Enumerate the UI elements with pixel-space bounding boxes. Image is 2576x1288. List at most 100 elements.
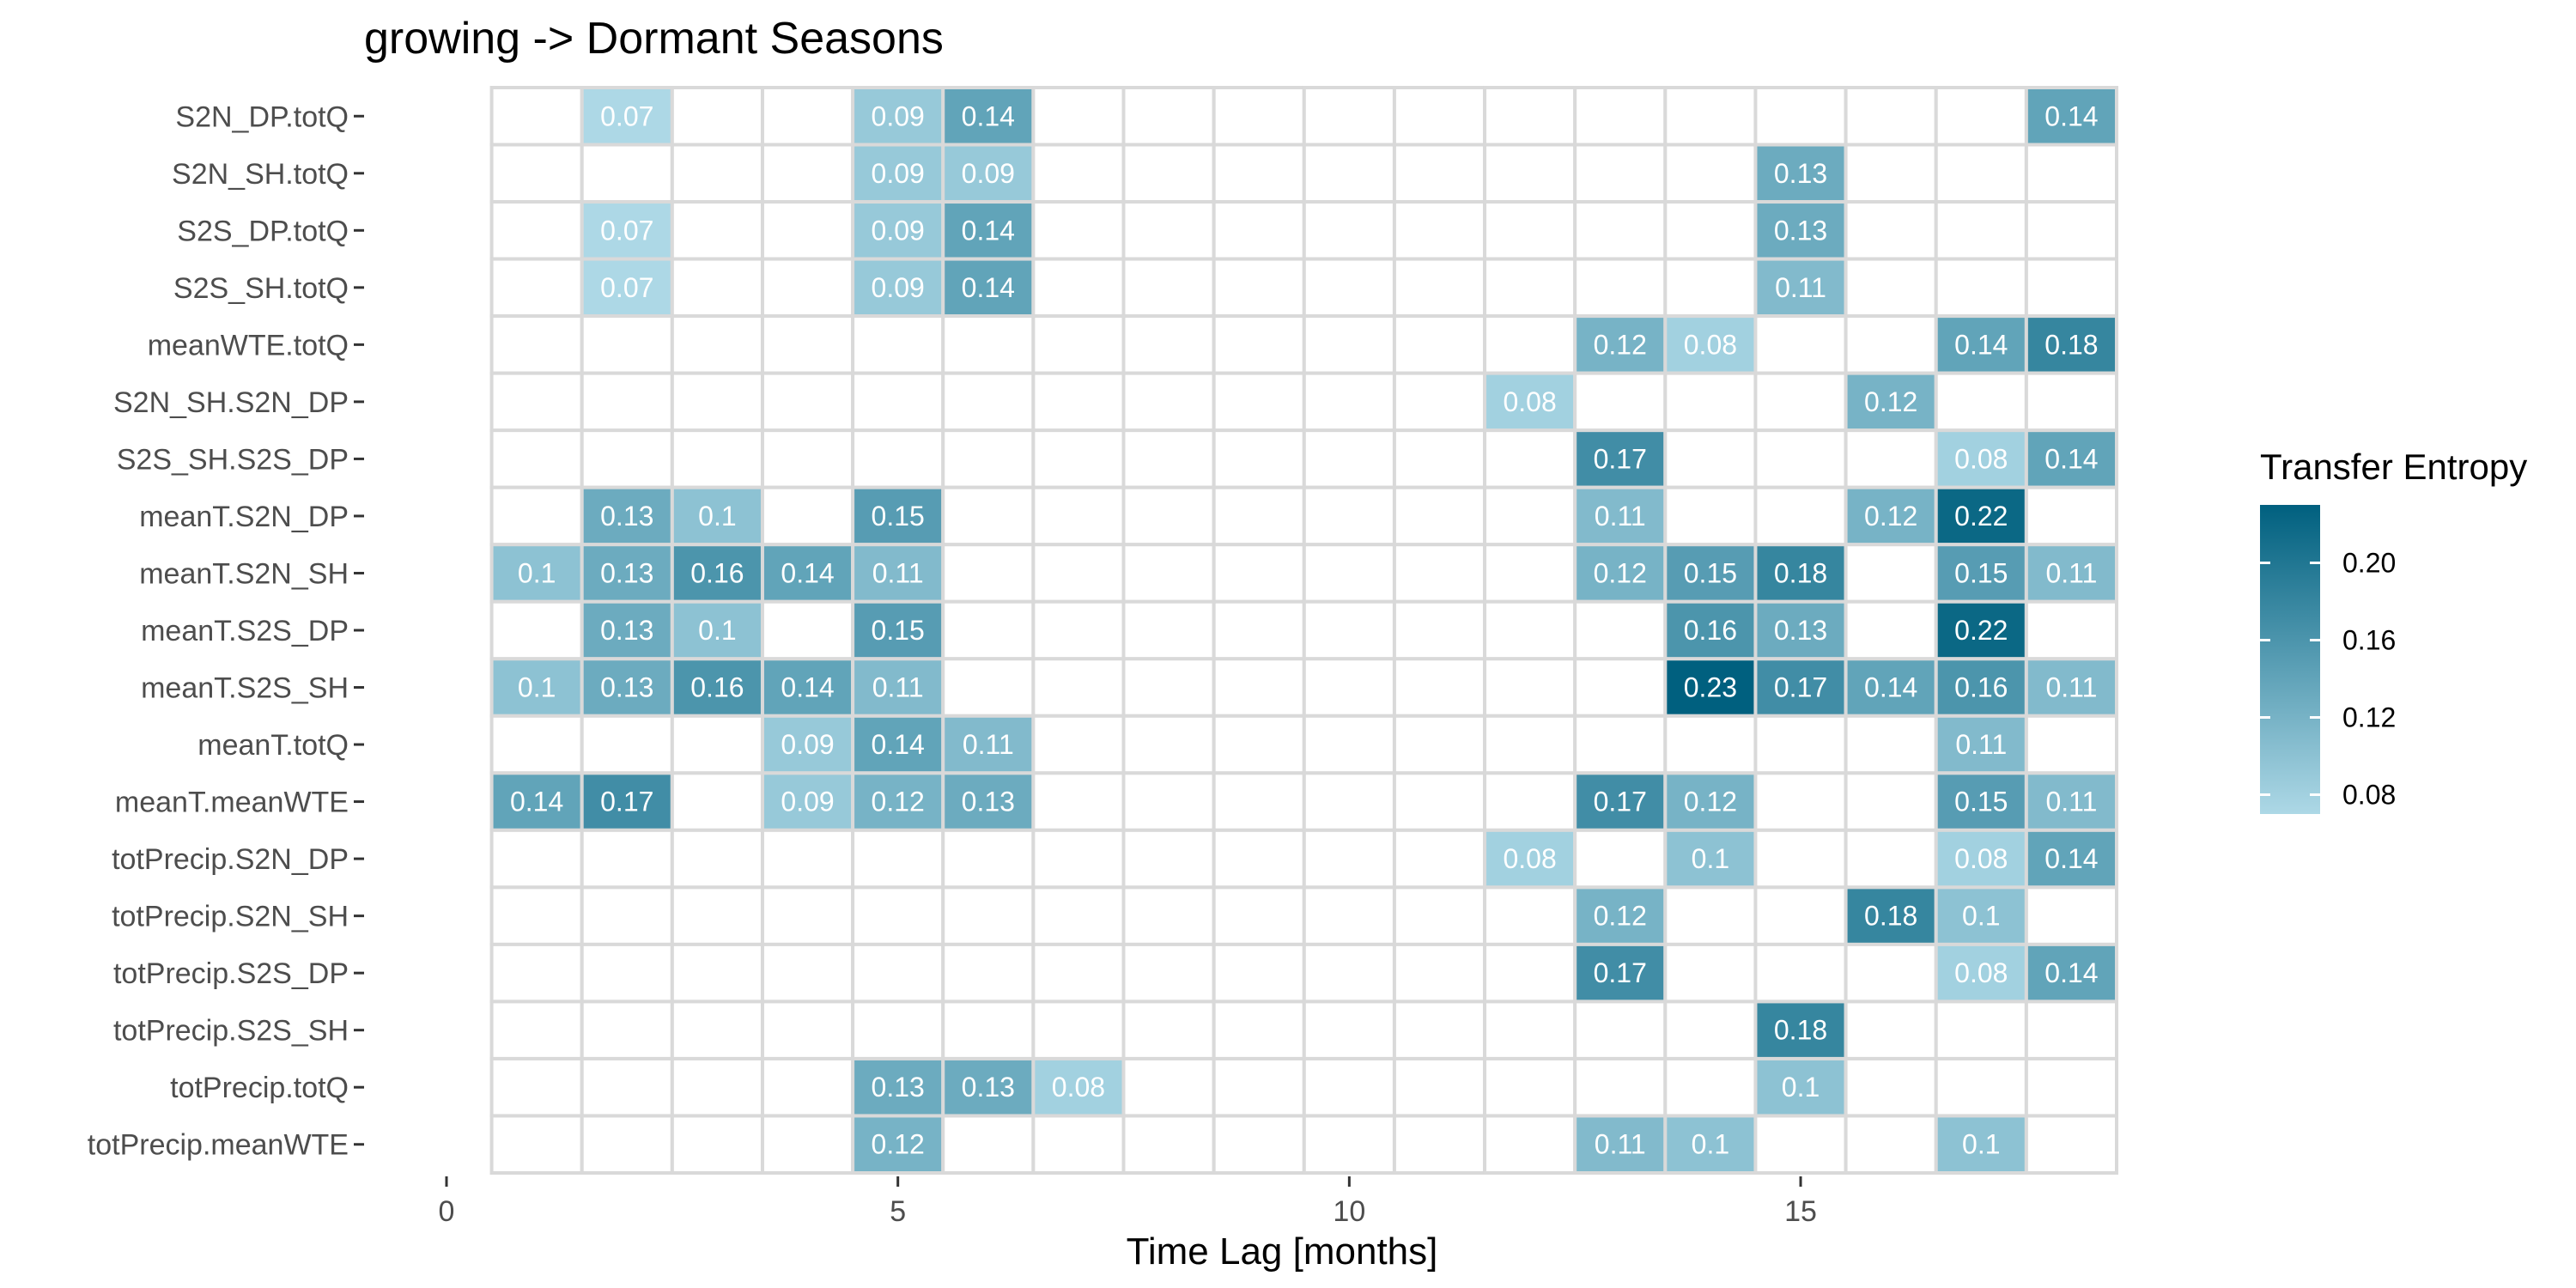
heatmap-cell	[489, 942, 584, 1004]
cell-value-label: 0.16	[1954, 672, 2008, 703]
heatmap-cell	[1663, 257, 1758, 319]
cell-value-label: 0.17	[1594, 957, 1647, 988]
cell-value-label: 0.11	[872, 672, 924, 703]
y-tick-label: S2N_DP.totQ	[175, 100, 349, 133]
cell-value-label: 0.13	[600, 615, 653, 646]
cell-value-label: 0.1	[1782, 1072, 1820, 1103]
heatmap-cell	[1663, 543, 1758, 604]
heatmap-cell	[1934, 657, 2028, 718]
cell-value-label: 0.22	[1954, 615, 2008, 646]
heatmap-cell	[1121, 143, 1216, 204]
cell-value-label: 0.15	[1954, 557, 2008, 588]
heatmap-cell	[941, 485, 1036, 547]
heatmap-cell	[670, 200, 764, 261]
cell-value-label: 0.14	[510, 787, 563, 817]
heatmap-cell	[1392, 942, 1487, 1004]
cell-value-label: 0.12	[1864, 501, 1917, 532]
cell-value-label: 0.1	[698, 615, 736, 646]
heatmap-cell	[1302, 942, 1396, 1004]
y-tick-label: S2N_SH.totQ	[172, 158, 349, 191]
legend-tick-label: 0.08	[2342, 780, 2396, 811]
heatmap-cell	[1934, 1114, 2028, 1175]
heatmap-cell	[1302, 371, 1396, 433]
heatmap-cell	[489, 257, 584, 319]
heatmap-cell	[1753, 314, 1848, 375]
x-tick-label: 15	[1784, 1195, 1817, 1228]
heatmap-cell	[941, 314, 1036, 375]
heatmap-cell	[1392, 86, 1487, 147]
y-tick-label: totPrecip.S2S_SH	[113, 1015, 349, 1048]
heatmap-cell	[1121, 428, 1216, 489]
y-tick-label: S2S_SH.S2S_DP	[117, 443, 349, 476]
heatmap-cell	[760, 200, 855, 261]
heatmap-cell	[1483, 257, 1577, 319]
heatmap-cell	[1844, 428, 1938, 489]
cell-value-label: 0.12	[1594, 329, 1647, 360]
heatmap-cell	[1483, 200, 1577, 261]
heatmap-cell	[941, 942, 1036, 1004]
heatmap-cell	[1392, 885, 1487, 946]
cell-value-label: 0.13	[1774, 615, 1827, 646]
heatmap-cell	[489, 1114, 584, 1175]
heatmap-cell	[1573, 143, 1668, 204]
cell-value-label: 0.14	[962, 100, 1015, 131]
heatmap-cell	[760, 657, 855, 718]
heatmap-cell	[1573, 885, 1668, 946]
heatmap-cell	[1392, 1114, 1487, 1175]
heatmap-cell	[1392, 257, 1487, 319]
heatmap-cell	[489, 86, 584, 147]
heatmap-cell	[2024, 428, 2118, 489]
y-tick-label: meanT.S2S_SH	[141, 672, 349, 705]
heatmap-cell	[2024, 86, 2118, 147]
heatmap-cell	[1573, 314, 1668, 375]
cell-value-label: 0.16	[1684, 615, 1737, 646]
heatmap-cell	[1392, 999, 1487, 1060]
legend-title: Transfer Entropy	[2260, 447, 2527, 487]
heatmap-cell	[1934, 599, 2028, 661]
heatmap-cell	[2024, 371, 2118, 433]
cell-value-label: 0.11	[2045, 787, 2097, 817]
cell-value-label: 0.15	[872, 501, 925, 532]
cell-value-label: 0.11	[1955, 729, 2007, 760]
heatmap-cell	[580, 428, 674, 489]
heatmap-cell	[1121, 1114, 1216, 1175]
heatmap-cell	[2024, 999, 2118, 1060]
cell-value-label: 0.13	[1774, 215, 1827, 246]
heatmap-cell	[489, 828, 584, 890]
heatmap-cell	[1212, 657, 1306, 718]
cell-value-label: 0.08	[1954, 957, 2008, 988]
heatmap-cell	[1934, 1056, 2028, 1118]
heatmap-cell	[670, 942, 764, 1004]
heatmap-cell	[1934, 257, 2028, 319]
heatmap-cell	[580, 200, 674, 261]
heatmap-cell	[1573, 543, 1668, 604]
y-tick-label: meanT.totQ	[197, 729, 349, 762]
legend-tick-label: 0.12	[2342, 702, 2396, 733]
heatmap-cell	[1753, 1114, 1848, 1175]
cell-value-label: 0.09	[781, 787, 834, 817]
heatmap-cell	[670, 371, 764, 433]
heatmap-cell	[1573, 1114, 1668, 1175]
heatmap-cell	[851, 371, 945, 433]
heatmap-cell	[580, 1056, 674, 1118]
heatmap-cell	[1212, 885, 1306, 946]
heatmap-cell	[670, 143, 764, 204]
heatmap-cell	[1483, 714, 1577, 775]
heatmap-cell	[1573, 200, 1668, 261]
heatmap-cell	[1212, 143, 1306, 204]
heatmap-cell	[760, 1114, 855, 1175]
heatmap-cell	[489, 371, 584, 433]
heatmap-cell	[1121, 828, 1216, 890]
heatmap-cell	[670, 1114, 764, 1175]
heatmap-cell	[941, 714, 1036, 775]
heatmap-cell	[580, 999, 674, 1060]
heatmap-cell	[1212, 543, 1306, 604]
heatmap-cell	[1844, 257, 1938, 319]
heatmap-cell	[1573, 828, 1668, 890]
heatmap-cell	[1392, 200, 1487, 261]
heatmap-cell	[941, 657, 1036, 718]
heatmap-cell	[1302, 543, 1396, 604]
heatmap-cell	[2024, 771, 2118, 832]
heatmap-cell	[580, 657, 674, 718]
heatmap-cell	[489, 885, 584, 946]
